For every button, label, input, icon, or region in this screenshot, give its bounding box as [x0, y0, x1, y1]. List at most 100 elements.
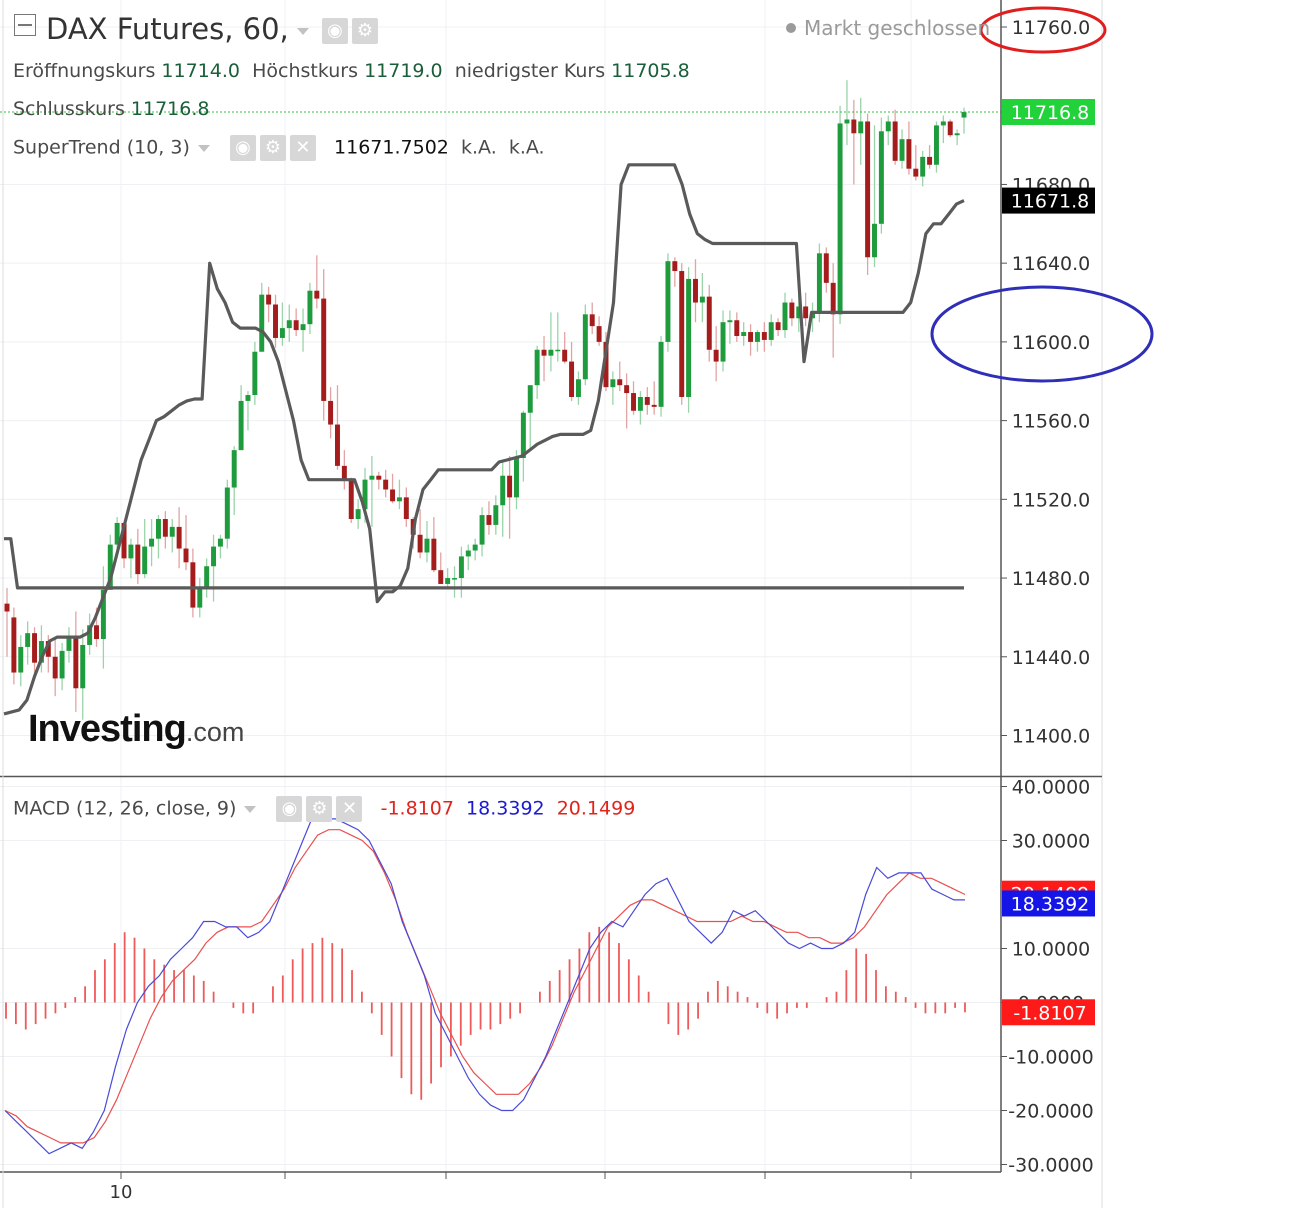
close-icon[interactable]: ✕ — [336, 796, 363, 822]
supertrend-price-label-box — [1002, 187, 1095, 214]
x-tick-label: 10 — [110, 1182, 133, 1203]
chevron-down-icon[interactable] — [296, 27, 309, 35]
candle-body — [665, 261, 671, 342]
candle-body — [142, 546, 148, 575]
candle-body — [913, 168, 919, 177]
market-status: Markt geschlossen — [786, 16, 990, 40]
supertrend-legend[interactable]: SuperTrend (10, 3) ◉ ⚙ ✕ 11671.7502 k.A. k… — [13, 135, 545, 161]
candle-body — [954, 133, 960, 136]
gear-icon[interactable]: ⚙ — [351, 18, 378, 44]
y-tick-label: 11520.0 — [1012, 489, 1091, 511]
candle-body — [155, 519, 161, 539]
candle-body — [754, 332, 760, 342]
close-label: Schlusskurs — [13, 98, 125, 120]
y-tick-label: 11400.0 — [1012, 726, 1091, 748]
candle-body — [224, 487, 230, 539]
candle-body — [135, 544, 141, 575]
candle-body — [458, 556, 464, 579]
eye-icon[interactable]: ◉ — [321, 18, 348, 44]
macd-signal-line — [4, 829, 966, 1144]
candle-body — [321, 298, 327, 401]
candle-body — [114, 522, 120, 545]
candle-body — [190, 562, 196, 608]
candle-body — [927, 156, 933, 165]
candle-body — [548, 349, 554, 356]
candle-body — [38, 641, 44, 663]
candle-body — [94, 625, 99, 640]
supertrend-value: 11671.7502 — [334, 136, 449, 159]
candle-body — [162, 519, 168, 537]
candle-body — [452, 578, 457, 580]
candle-body — [837, 123, 843, 315]
red-ellipse-annotation — [979, 6, 1107, 54]
chevron-down-icon[interactable] — [244, 805, 257, 813]
candle-body — [748, 332, 754, 342]
eye-icon[interactable]: ◉ — [276, 796, 303, 822]
candle-body — [52, 656, 58, 679]
candle-body — [734, 320, 740, 336]
candle-body — [782, 302, 788, 331]
candle-body — [355, 509, 361, 520]
candle-body — [204, 566, 210, 588]
chevron-down-icon[interactable] — [197, 144, 210, 152]
macd-legend[interactable]: MACD (12, 26, close, 9) ◉ ⚙ ✕ -1.8107 18.3… — [13, 796, 635, 822]
high-label: Höchstkurs — [252, 60, 359, 82]
high-value: 11719.0 — [364, 60, 443, 82]
candle-body — [796, 306, 802, 319]
candle-body — [107, 544, 113, 590]
macd-pane — [4, 812, 966, 1155]
candle-body — [699, 296, 705, 303]
candle-body — [851, 119, 857, 134]
eye-icon[interactable]: ◉ — [229, 135, 256, 161]
candle-body — [231, 450, 237, 488]
candle-body — [376, 475, 382, 480]
candle-body — [424, 538, 430, 553]
candle-body — [197, 587, 203, 608]
candle-body — [417, 534, 423, 553]
candle-body — [672, 261, 678, 272]
price-candles — [0, 80, 1001, 720]
collapse-icon[interactable] — [14, 14, 36, 36]
candle-body — [527, 385, 533, 413]
candle-body — [775, 322, 781, 331]
candle-body — [500, 475, 506, 506]
candle-body — [706, 296, 712, 350]
candle-body — [947, 121, 953, 136]
candle-body — [679, 271, 685, 397]
blue-ellipse-annotation — [930, 285, 1154, 383]
open-label: Eröffnungskurs — [13, 60, 156, 82]
status-dot-icon — [786, 23, 796, 33]
close-value: 11716.8 — [130, 98, 210, 120]
gear-icon[interactable]: ⚙ — [306, 796, 333, 822]
candle-body — [217, 538, 223, 547]
candle-body — [693, 278, 698, 303]
candle-body — [472, 544, 478, 551]
chart-title: DAX Futures, 60, ◉ ⚙ — [14, 12, 378, 46]
close-icon[interactable]: ✕ — [289, 135, 316, 161]
candle-body — [334, 424, 340, 466]
candle-body — [238, 400, 244, 451]
candle-body — [300, 324, 306, 331]
candle-body — [844, 119, 850, 124]
candle-body — [211, 546, 217, 567]
candle-body — [713, 349, 719, 362]
close-legend: Schlusskurs 11716.8 — [13, 98, 209, 120]
gear-icon[interactable]: ⚙ — [259, 135, 286, 161]
supertrend-price-label: 11671.8 — [1011, 191, 1090, 213]
candle-body — [651, 404, 657, 407]
candle-body — [73, 637, 79, 689]
macd-line — [4, 812, 965, 1155]
candle-body — [293, 320, 299, 331]
candle-body — [541, 349, 547, 356]
candle-body — [575, 379, 581, 397]
candle-body — [768, 322, 774, 340]
logo-suffix: .com — [185, 717, 245, 747]
candle-body — [121, 522, 127, 559]
candle-body — [686, 278, 692, 397]
candle-body — [520, 412, 526, 459]
macd-y-tick-label: -10.0000 — [1008, 1047, 1093, 1069]
candle-body — [80, 644, 86, 689]
candle-body — [328, 400, 334, 425]
supertrend-line-group — [3, 163, 965, 716]
